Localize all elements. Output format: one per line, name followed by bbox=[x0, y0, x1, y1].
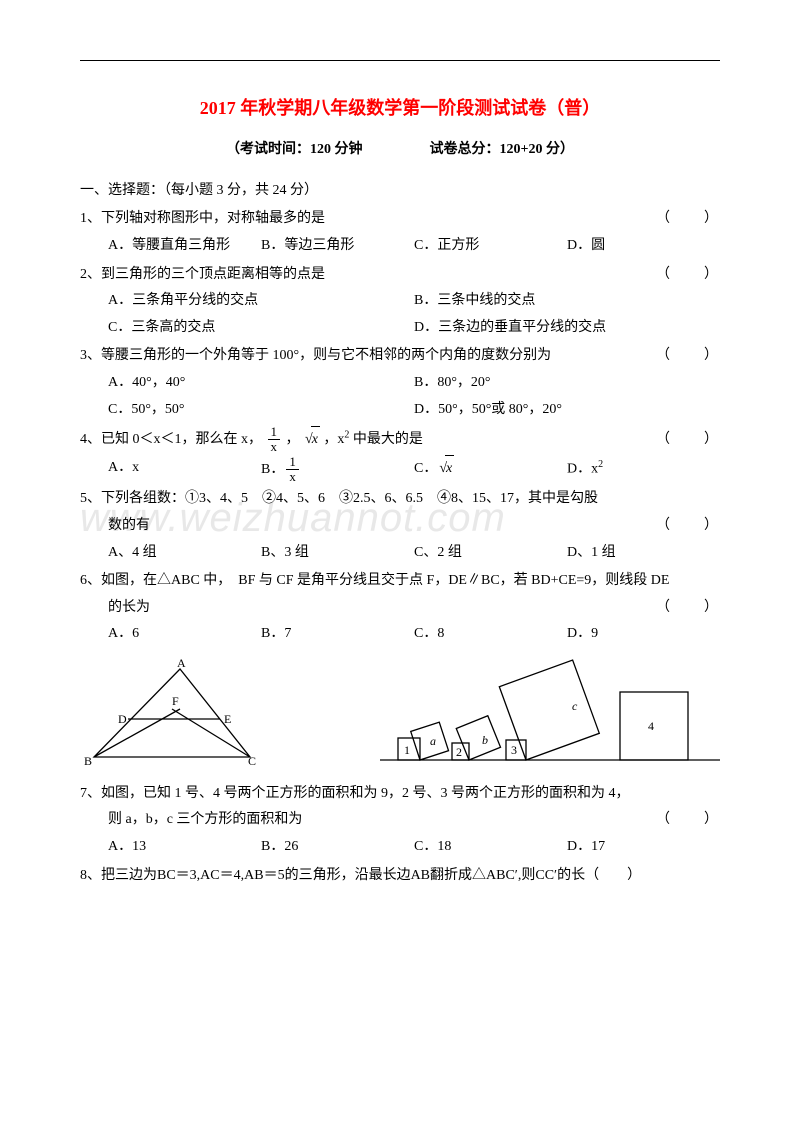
svg-text:c: c bbox=[572, 699, 578, 713]
fraction-1-over-x: 1x bbox=[268, 425, 281, 455]
q5-opt-a: A、4 组 bbox=[108, 540, 261, 567]
q5-text: 5、下列各组数：①3、4、5 ②4、5、6 ③2.5、6、6.5 ④8、15、1… bbox=[80, 486, 720, 513]
q7-opt-d: D．17 bbox=[567, 834, 720, 861]
q1-opt-d: D．圆 bbox=[567, 233, 720, 260]
answer-blank: （ ） bbox=[656, 262, 720, 289]
q7-text: 7、如图，已知 1 号、4 号两个正方形的面积和为 9，2 号、3 号两个正方形… bbox=[80, 781, 720, 808]
q6-text2: 的长为 bbox=[108, 595, 656, 622]
q5-opt-c: C、2 组 bbox=[414, 540, 567, 567]
subtitle-right: 试卷总分：120+20 分） bbox=[430, 142, 574, 157]
svg-text:1: 1 bbox=[404, 743, 410, 757]
q4-text: 4、已知 0＜x＜1，那么在 x， 1x ， x ，x2 中最大的是 bbox=[80, 425, 656, 455]
q2-opt-a: A．三条角平分线的交点 bbox=[108, 288, 414, 315]
q1-opt-c: C．正方形 bbox=[414, 233, 567, 260]
svg-text:F: F bbox=[172, 694, 179, 708]
q3-text: 3、等腰三角形的一个外角等于 100°，则与它不相邻的两个内角的度数分别为 bbox=[80, 343, 656, 370]
q5-text2: 数的有 bbox=[108, 513, 656, 540]
answer-blank: （ ） bbox=[656, 595, 720, 622]
q3-opt-d: D．50°，50°或 80°，20° bbox=[414, 397, 720, 424]
answer-blank: （ ） bbox=[656, 206, 720, 233]
svg-text:B: B bbox=[84, 754, 92, 767]
figure-row: A B C D E F 1 2 3 bbox=[80, 652, 720, 767]
q2-opt-d: D．三条边的垂直平分线的交点 bbox=[414, 315, 720, 342]
q7-opt-a: A．13 bbox=[108, 834, 261, 861]
q4-opt-d: D．x2 bbox=[567, 455, 720, 485]
svg-text:C: C bbox=[248, 754, 256, 767]
q6-opt-a: A．6 bbox=[108, 621, 261, 648]
svg-text:3: 3 bbox=[511, 743, 517, 757]
svg-text:2: 2 bbox=[456, 745, 462, 759]
question-8: 8、把三边为BC＝3,AC＝4,AB＝5的三角形，沿最长边AB翻折成△ABC′,… bbox=[80, 863, 720, 890]
q7-opt-b: B．26 bbox=[261, 834, 414, 861]
q2-text: 2、到三角形的三个顶点距离相等的点是 bbox=[80, 262, 656, 289]
q7-text2: 则 a，b，c 三个方形的面积和为 bbox=[108, 807, 656, 834]
top-rule bbox=[80, 60, 720, 61]
q3-opt-c: C．50°，50° bbox=[108, 397, 414, 424]
q4-opt-c: C．x bbox=[414, 455, 567, 485]
q5-opt-b: B、3 组 bbox=[261, 540, 414, 567]
svg-text:A: A bbox=[177, 657, 186, 670]
svg-text:D: D bbox=[118, 712, 127, 726]
question-1: 1、下列轴对称图形中，对称轴最多的是 （ ） A．等腰直角三角形 B．等边三角形… bbox=[80, 206, 720, 259]
q8-text: 8、把三边为BC＝3,AC＝4,AB＝5的三角形，沿最长边AB翻折成△ABC′,… bbox=[80, 863, 720, 890]
q6-opt-c: C．8 bbox=[414, 621, 567, 648]
svg-text:4: 4 bbox=[648, 719, 654, 733]
q4-opt-a: A．x bbox=[108, 455, 261, 485]
q6-opt-b: B．7 bbox=[261, 621, 414, 648]
svg-text:a: a bbox=[430, 734, 436, 748]
exam-subtitle: （考试时间：120 分钟 试卷总分：120+20 分） bbox=[80, 137, 720, 164]
question-4: 4、已知 0＜x＜1，那么在 x， 1x ， x ，x2 中最大的是 （ ） A… bbox=[80, 425, 720, 484]
sqrt-x: x bbox=[303, 426, 320, 454]
q1-opt-a: A．等腰直角三角形 bbox=[108, 233, 261, 260]
q2-opt-b: B．三条中线的交点 bbox=[414, 288, 720, 315]
svg-text:E: E bbox=[224, 712, 231, 726]
q5-opt-d: D、1 组 bbox=[567, 540, 720, 567]
q2-opt-c: C．三条高的交点 bbox=[108, 315, 414, 342]
squares-figure: 1 2 3 4 a b c bbox=[380, 652, 720, 767]
question-2: 2、到三角形的三个顶点距离相等的点是 （ ） A．三条角平分线的交点 B．三条中… bbox=[80, 262, 720, 342]
question-7: 7、如图，已知 1 号、4 号两个正方形的面积和为 9，2 号、3 号两个正方形… bbox=[80, 781, 720, 861]
subtitle-left: （考试时间：120 分钟 bbox=[226, 142, 363, 157]
answer-blank: （ ） bbox=[656, 427, 720, 454]
q6-text: 6、如图，在△ABC 中， BF 与 CF 是角平分线且交于点 F，DE∥BC，… bbox=[80, 568, 720, 595]
question-6: 6、如图，在△ABC 中， BF 与 CF 是角平分线且交于点 F，DE∥BC，… bbox=[80, 568, 720, 648]
exam-title: 2017 年秋学期八年级数学第一阶段测试试卷（普） bbox=[80, 91, 720, 125]
answer-blank: （ ） bbox=[656, 513, 720, 540]
section-1-heading: 一、选择题：（每小题 3 分，共 24 分） bbox=[80, 178, 720, 205]
q3-opt-a: A．40°，40° bbox=[108, 370, 414, 397]
question-3: 3、等腰三角形的一个外角等于 100°，则与它不相邻的两个内角的度数分别为 （ … bbox=[80, 343, 720, 423]
q4-opt-b: B．1x bbox=[261, 455, 414, 485]
q6-opt-d: D．9 bbox=[567, 621, 720, 648]
answer-blank: （ ） bbox=[656, 807, 720, 834]
svg-text:b: b bbox=[482, 733, 488, 747]
q1-opt-b: B．等边三角形 bbox=[261, 233, 414, 260]
triangle-figure: A B C D E F bbox=[80, 657, 270, 767]
answer-blank: （ ） bbox=[656, 343, 720, 370]
q1-text: 1、下列轴对称图形中，对称轴最多的是 bbox=[80, 206, 656, 233]
q3-opt-b: B．80°，20° bbox=[414, 370, 720, 397]
question-5: www.weizhuannot.com 5、下列各组数：①3、4、5 ②4、5、… bbox=[80, 486, 720, 566]
q7-opt-c: C．18 bbox=[414, 834, 567, 861]
